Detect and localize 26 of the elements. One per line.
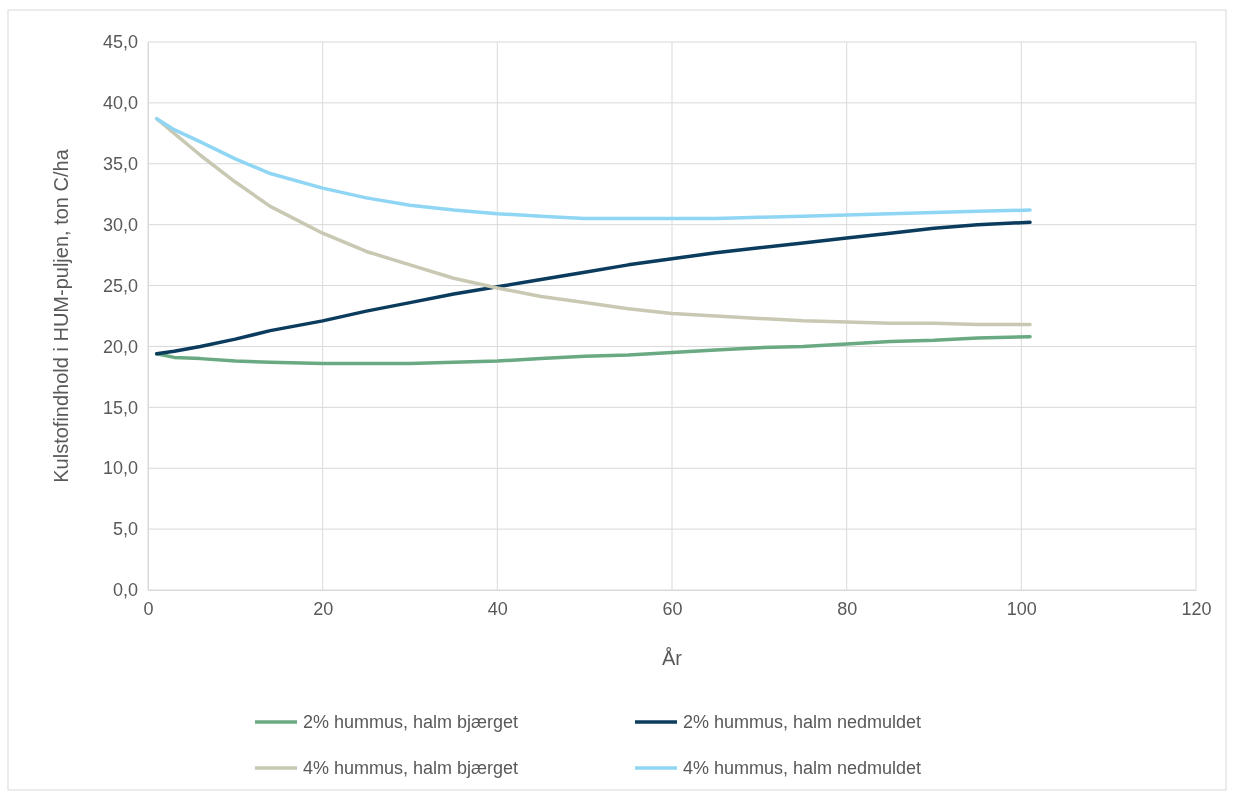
line-series — [154, 116, 1032, 221]
x-tick-label: 60 — [662, 598, 683, 619]
y-axis-title: Kulstofindhold i HUM-puljen, ton C/ha — [50, 148, 72, 483]
y-tick-label: 0,0 — [112, 580, 138, 601]
x-tick-label: 20 — [313, 598, 334, 619]
x-axis-title: År — [662, 647, 683, 669]
y-tick-label: 40,0 — [102, 93, 138, 114]
x-tick-label: 120 — [1181, 598, 1212, 619]
y-tick-label: 15,0 — [102, 397, 138, 418]
legend-label: 2% hummus, halm nedmuldet — [683, 712, 922, 732]
x-tick-label: 100 — [1006, 598, 1037, 619]
legend-label: 2% hummus, halm bjærget — [303, 712, 519, 732]
y-tick-label: 25,0 — [102, 275, 138, 296]
y-tick-label: 5,0 — [112, 519, 138, 540]
y-tick-label: 35,0 — [102, 154, 138, 175]
y-tick-label: 20,0 — [102, 336, 138, 357]
legend-label: 4% hummus, halm nedmuldet — [683, 758, 922, 778]
x-tick-label: 80 — [837, 598, 858, 619]
x-tick-label: 40 — [487, 598, 508, 619]
x-tick-label: 0 — [143, 598, 154, 619]
legend-label: 4% hummus, halm bjærget — [303, 758, 519, 778]
y-tick-label: 10,0 — [102, 458, 138, 479]
y-tick-label: 30,0 — [102, 214, 138, 235]
y-tick-label: 45,0 — [102, 32, 138, 53]
line-series — [154, 220, 1032, 356]
line-series — [154, 334, 1032, 366]
